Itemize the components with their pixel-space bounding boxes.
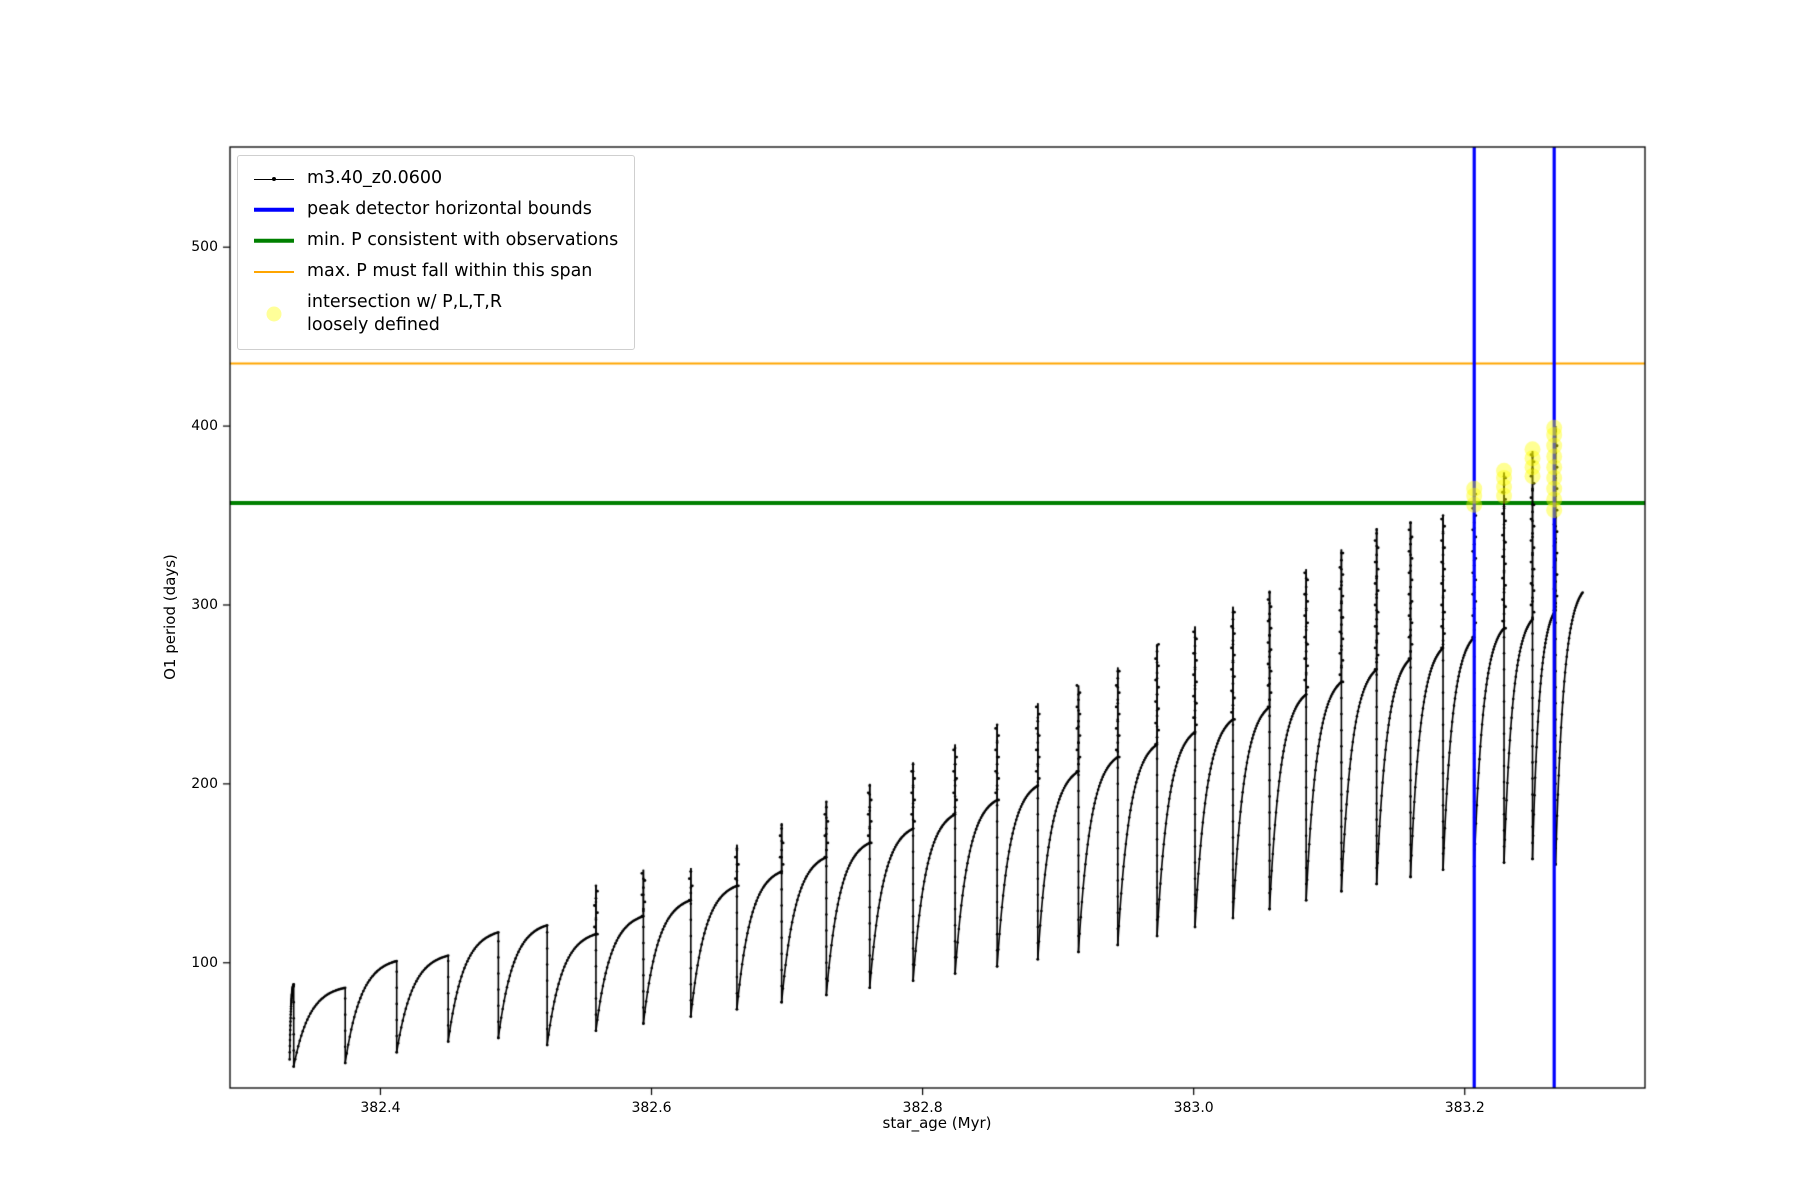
- legend-item-max-p: max. P must fall within this span: [254, 260, 618, 283]
- x-tick-label: 382.6: [631, 1100, 672, 1116]
- orange-line-key-icon: [254, 262, 294, 282]
- x-tick-label: 383.2: [1444, 1100, 1485, 1116]
- legend-item-series: m3.40_z0.0600: [254, 167, 618, 190]
- x-tick-label: 382.8: [902, 1100, 943, 1116]
- x-axis-label: star_age (Myr): [882, 1114, 992, 1132]
- legend-label-peak-bounds: peak detector horizontal bounds: [307, 199, 592, 220]
- y-tick-label: 200: [191, 775, 218, 792]
- legend-item-min-p: min. P consistent with observations: [254, 229, 618, 252]
- y-tick-label: 300: [191, 596, 218, 613]
- line-marker-key-icon: [254, 169, 294, 189]
- legend-label-max-p: max. P must fall within this span: [307, 261, 593, 282]
- y-axis-label: O1 period (days): [161, 554, 179, 680]
- y-tick-label: 100: [191, 954, 218, 971]
- green-line-key-icon: [254, 231, 294, 251]
- legend-item-peak-bounds: peak detector horizontal bounds: [254, 198, 618, 221]
- legend-label-series: m3.40_z0.0600: [307, 168, 443, 188]
- legend: m3.40_z0.0600 peak detector horizontal b…: [237, 155, 636, 350]
- yellow-dot-key-icon: [254, 304, 294, 324]
- y-tick-label: 400: [191, 418, 218, 435]
- legend-item-intersection: intersection w/ P,L,T,R loosely defined: [254, 291, 618, 337]
- x-tick-label: 382.4: [360, 1100, 401, 1116]
- legend-label-min-p: min. P consistent with observations: [307, 230, 619, 251]
- legend-label-intersection: intersection w/ P,L,T,R loosely defined: [307, 292, 502, 336]
- blue-line-key-icon: [254, 200, 294, 220]
- x-tick-label: 383.0: [1173, 1100, 1214, 1116]
- y-tick-label: 500: [191, 239, 218, 256]
